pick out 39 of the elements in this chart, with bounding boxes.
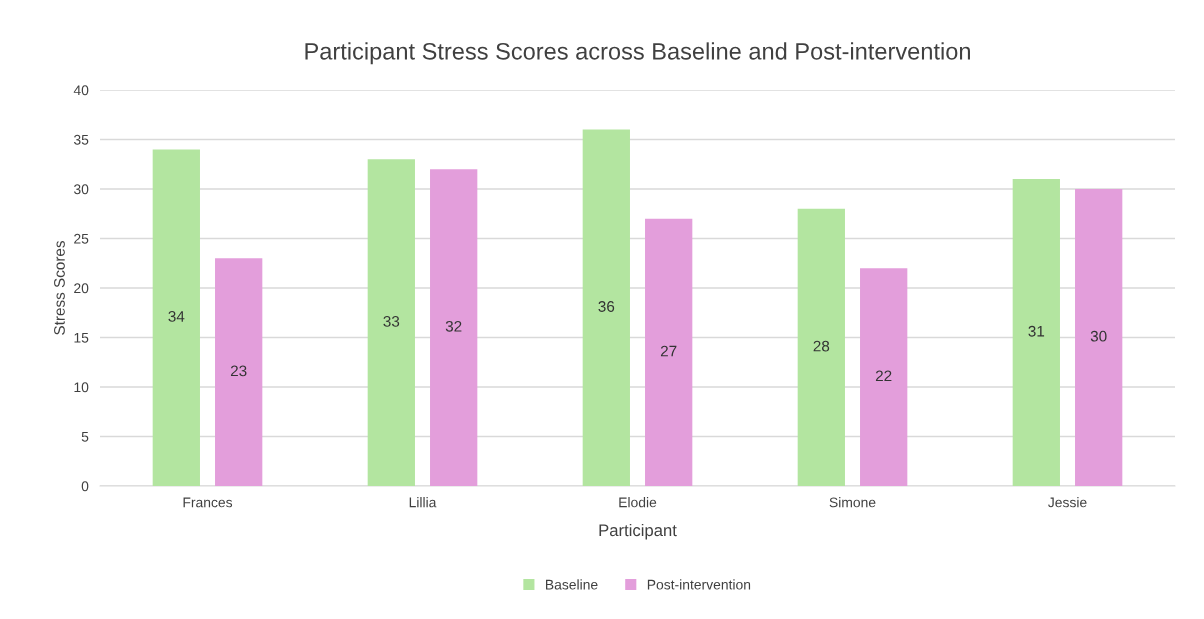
data-label: 23 (230, 365, 247, 377)
y-tick-label: 15 (74, 332, 89, 343)
data-label: 33 (383, 315, 400, 327)
y-tick-label: 40 (73, 85, 89, 96)
bar (1075, 189, 1123, 486)
chart-title: Participant Stress Scores across Baseline and Post-intervention (305, 42, 970, 65)
x-tick-label: Elodie (619, 497, 657, 508)
legend-label: Post-intervention (647, 579, 751, 590)
bar (152, 149, 200, 486)
y-axis-title: Stress Scores (54, 241, 65, 335)
bar (645, 218, 693, 486)
legend-label: Baseline (546, 579, 598, 590)
data-label: 31 (1028, 325, 1045, 337)
bar (367, 159, 415, 486)
y-tick-label: 5 (81, 431, 89, 442)
x-tick-label: Jessie (1048, 497, 1087, 508)
y-tick-label: 25 (74, 233, 89, 244)
bar (215, 258, 263, 486)
y-tick-label: 30 (73, 184, 89, 195)
data-label: 32 (445, 320, 462, 332)
bar (582, 129, 630, 486)
data-label: 36 (598, 301, 615, 312)
data-label: 22 (875, 370, 892, 382)
bar (797, 208, 845, 486)
bar (1012, 179, 1060, 486)
bar (860, 268, 908, 486)
y-tick-label: 20 (74, 283, 89, 294)
x-tick-label: Frances (183, 497, 233, 508)
x-axis-title: Participant (599, 523, 677, 540)
data-label: 30 (1090, 330, 1107, 342)
bar (430, 169, 478, 486)
y-tick-label: 35 (73, 134, 89, 145)
x-tick-label: Simone (829, 497, 876, 508)
x-tick-label: Lillia (409, 497, 437, 508)
data-label: 34 (168, 310, 185, 322)
y-tick-label: 10 (74, 382, 89, 393)
y-tick-label: 0 (81, 481, 89, 492)
data-label: 28 (813, 340, 830, 352)
data-label: 27 (660, 345, 677, 357)
